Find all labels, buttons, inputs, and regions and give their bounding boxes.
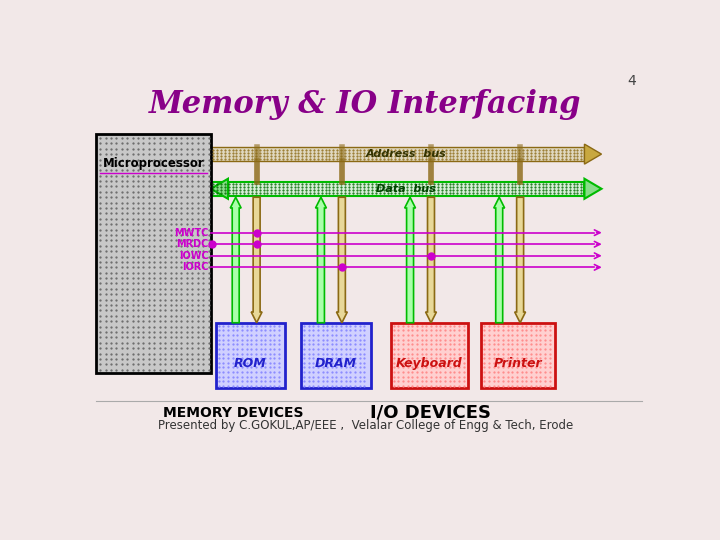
Text: MRDC: MRDC bbox=[176, 239, 209, 249]
Text: Presented by C.GOKUL,AP/EEE ,  Velalar College of Engg & Tech, Erode: Presented by C.GOKUL,AP/EEE , Velalar Co… bbox=[158, 418, 572, 431]
Bar bbox=[211, 147, 585, 161]
FancyArrow shape bbox=[315, 197, 326, 323]
Text: MEMORY DEVICES: MEMORY DEVICES bbox=[163, 406, 304, 420]
Text: DRAM: DRAM bbox=[315, 357, 356, 370]
Text: MWTC: MWTC bbox=[174, 228, 209, 238]
Text: Keyboard: Keyboard bbox=[396, 357, 463, 370]
FancyArrow shape bbox=[426, 197, 436, 323]
FancyArrow shape bbox=[336, 197, 347, 323]
Text: I/O DEVICES: I/O DEVICES bbox=[371, 404, 492, 422]
Text: 4: 4 bbox=[628, 74, 636, 88]
FancyArrow shape bbox=[494, 197, 505, 323]
Polygon shape bbox=[211, 179, 228, 199]
Bar bbox=[215, 323, 285, 388]
Bar bbox=[96, 134, 211, 373]
Text: ROM: ROM bbox=[234, 357, 267, 370]
Text: Microprocessor: Microprocessor bbox=[103, 157, 204, 170]
Text: IORC: IORC bbox=[182, 262, 209, 272]
FancyArrow shape bbox=[251, 197, 262, 323]
Text: Data  bus: Data bus bbox=[377, 184, 436, 194]
Text: Printer: Printer bbox=[494, 357, 542, 370]
Bar bbox=[301, 323, 371, 388]
Polygon shape bbox=[585, 144, 601, 164]
Bar bbox=[482, 323, 555, 388]
FancyArrow shape bbox=[230, 197, 241, 323]
Bar bbox=[211, 182, 585, 195]
Polygon shape bbox=[585, 179, 601, 199]
Text: IOWC: IOWC bbox=[179, 251, 209, 261]
Bar bbox=[391, 323, 468, 388]
Text: Memory & IO Interfacing: Memory & IO Interfacing bbox=[149, 89, 581, 120]
FancyArrow shape bbox=[515, 197, 526, 323]
FancyArrow shape bbox=[405, 197, 415, 323]
Text: Address  bus: Address bus bbox=[366, 149, 446, 159]
